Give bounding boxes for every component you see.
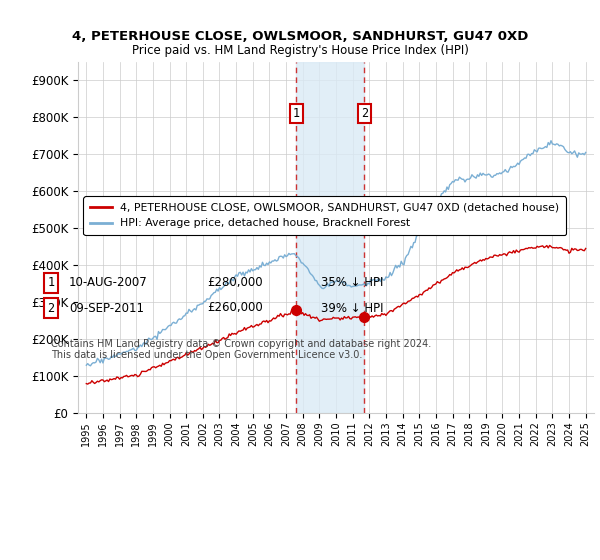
- Text: 35% ↓ HPI: 35% ↓ HPI: [321, 276, 383, 290]
- Text: 10-AUG-2007: 10-AUG-2007: [69, 276, 148, 290]
- Text: Price paid vs. HM Land Registry's House Price Index (HPI): Price paid vs. HM Land Registry's House …: [131, 44, 469, 57]
- Text: 1: 1: [47, 276, 55, 290]
- Bar: [296, 62, 364, 413]
- Text: £280,000: £280,000: [207, 276, 263, 290]
- Text: 09-SEP-2011: 09-SEP-2011: [69, 301, 144, 315]
- Text: 4, PETERHOUSE CLOSE, OWLSMOOR, SANDHURST, GU47 0XD: 4, PETERHOUSE CLOSE, OWLSMOOR, SANDHURST…: [72, 30, 528, 43]
- Text: 2: 2: [47, 301, 55, 315]
- Text: £260,000: £260,000: [207, 301, 263, 315]
- Text: 39% ↓ HPI: 39% ↓ HPI: [321, 301, 383, 315]
- Text: Contains HM Land Registry data © Crown copyright and database right 2024.
This d: Contains HM Land Registry data © Crown c…: [51, 339, 431, 361]
- Text: 1: 1: [293, 107, 300, 120]
- Text: 2: 2: [361, 107, 368, 120]
- Legend: 4, PETERHOUSE CLOSE, OWLSMOOR, SANDHURST, GU47 0XD (detached house), HPI: Averag: 4, PETERHOUSE CLOSE, OWLSMOOR, SANDHURST…: [83, 197, 566, 235]
